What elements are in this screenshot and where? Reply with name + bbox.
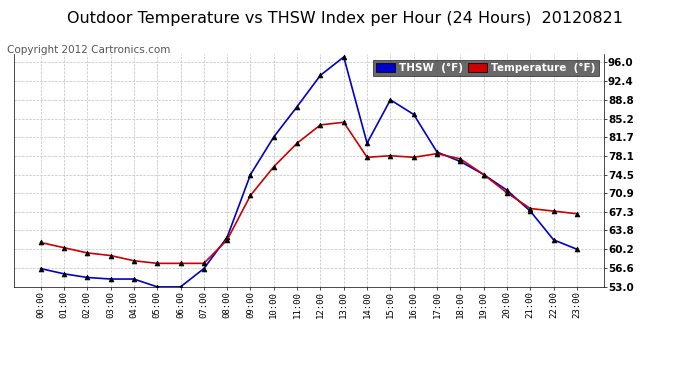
Legend: THSW  (°F), Temperature  (°F): THSW (°F), Temperature (°F): [373, 60, 598, 76]
Text: Copyright 2012 Cartronics.com: Copyright 2012 Cartronics.com: [7, 45, 170, 55]
Text: Outdoor Temperature vs THSW Index per Hour (24 Hours)  20120821: Outdoor Temperature vs THSW Index per Ho…: [67, 11, 623, 26]
